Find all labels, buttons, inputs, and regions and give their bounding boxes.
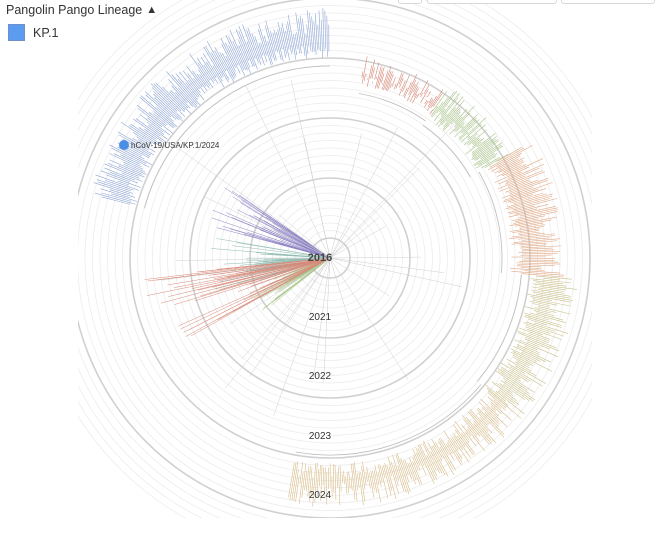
selected-tip-label[interactable]: hCoV-19/USA/KP.1/2024 [131,141,220,150]
root-year-label: 2016 [308,252,332,264]
year-label-2021: 2021 [309,312,332,323]
toolbar-button-1[interactable] [398,0,422,4]
tree-branches[interactable] [93,8,577,507]
legend-item-kp1[interactable]: KP.1 [8,24,157,41]
clade-sand [288,384,522,507]
clade-orange [478,144,565,278]
clade-red [358,56,444,122]
toolbar-button-3[interactable] [561,0,655,4]
legend: Pangolin Pango Lineage ▲ KP.1 [6,3,157,41]
toolbar-button-2[interactable] [427,0,557,4]
legend-swatch [8,24,25,41]
legend-title: Pangolin Pango Lineage [6,3,143,17]
year-label-2024: 2024 [309,490,332,501]
legend-item-label: KP.1 [33,25,59,40]
clade-olive [476,274,577,415]
selected-tip-marker[interactable] [119,140,129,150]
chevron-up-icon[interactable]: ▲ [146,4,158,16]
clade-blue [93,8,331,209]
legend-header[interactable]: Pangolin Pango Lineage ▲ [6,3,157,17]
year-label-2023: 2023 [309,431,332,442]
year-label-2022: 2022 [309,371,332,382]
clade-green [422,90,509,178]
